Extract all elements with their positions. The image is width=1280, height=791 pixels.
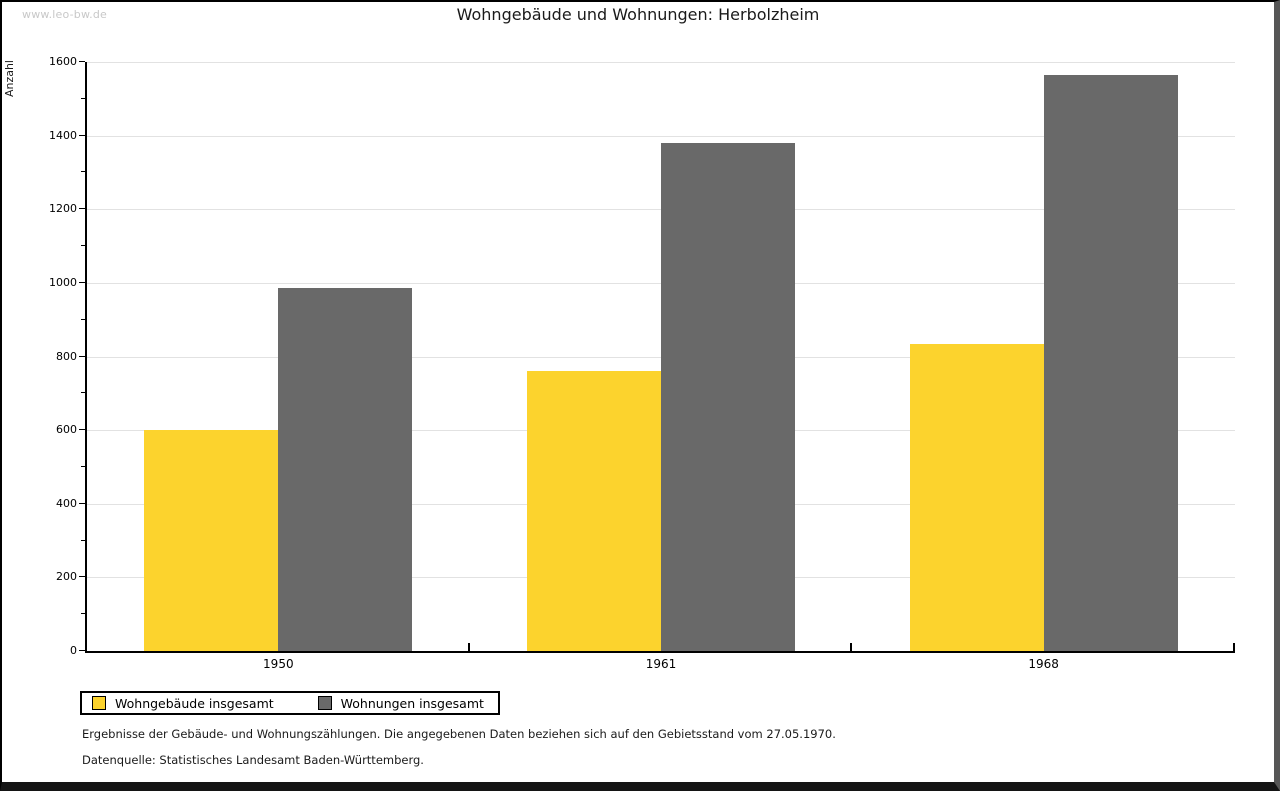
bar-wohnungen-1961 [661, 143, 795, 651]
y-tick-label-0: 0 [70, 644, 77, 657]
y-tick-label-800: 800 [56, 349, 77, 363]
legend-label: Wohnungen insgesamt [340, 695, 484, 711]
plot-area: 0 200 400 600 800 1000 1200 1400 1600 1950 1961 196… [49, 55, 1235, 671]
gridline-1600 [87, 62, 1235, 63]
x-boundary-tick-3 [1233, 643, 1235, 651]
y-major-tick-400 [79, 502, 85, 504]
y-major-tick-800 [79, 355, 85, 357]
legend: Wohngebäude insgesamt Wohnungen insgesamt [80, 691, 500, 715]
y-major-tick-1400 [79, 134, 85, 136]
x-axis-label-1950: 1950 [263, 657, 294, 671]
bar-wohngebaeude-1961 [527, 371, 661, 651]
y-minor-tick-1100 [81, 245, 85, 247]
y-major-tick-1600 [79, 61, 85, 62]
x-axis-label-1968: 1968 [1028, 657, 1059, 671]
y-major-tick-1200 [79, 208, 85, 210]
y-tick-label-1000: 1000 [49, 275, 77, 289]
x-boundary-tick-1 [467, 643, 470, 651]
x-boundary-tick-2 [850, 643, 853, 651]
legend-swatch-icon [317, 696, 332, 710]
y-minor-tick-500 [81, 465, 85, 467]
y-tick-label-1200: 1200 [49, 202, 77, 216]
y-minor-tick-1300 [81, 171, 85, 173]
chart-title: Wohngebäude und Wohnungen: Herbolzheim [456, 5, 820, 24]
y-tick-label-1600: 1600 [49, 55, 77, 68]
bar-wohnungen-1968 [1043, 74, 1178, 651]
bar-wohngebaeude-1968 [909, 343, 1044, 651]
y-major-tick-600 [79, 429, 85, 431]
footnote-data-source: Datenquelle: Statistisches Landesamt Bad… [82, 753, 424, 767]
y-minor-tick-900 [81, 318, 85, 320]
y-major-tick-0 [79, 650, 85, 651]
y-tick-label-200: 200 [56, 570, 77, 584]
bar-wohngebaeude-1950 [144, 430, 279, 651]
y-tick-label-400: 400 [56, 496, 77, 510]
y-tick-label-1400: 1400 [49, 128, 77, 142]
y-major-tick-200 [79, 576, 85, 578]
y-axis-title: Anzahl [3, 60, 16, 98]
y-minor-tick-100 [81, 613, 85, 615]
y-minor-tick-300 [81, 539, 85, 541]
footnote-source-note: Ergebnisse der Gebäude- und Wohnungszähl… [82, 727, 836, 741]
x-axis-label-1961: 1961 [645, 657, 677, 671]
legend-swatch-icon [92, 696, 106, 710]
y-minor-tick-700 [81, 392, 85, 394]
legend-label: Wohngebäude insgesamt [115, 695, 274, 711]
gridline-1400 [87, 135, 1235, 137]
legend-entry-wohnungen: Wohnungen insgesamt [317, 695, 484, 711]
y-minor-tick-1500 [81, 97, 85, 99]
y-tick-label-600: 600 [56, 423, 77, 437]
legend-entry-wohngebaeude: Wohngebäude insgesamt [92, 696, 274, 711]
y-major-tick-1000 [79, 281, 85, 283]
bar-wohnungen-1950 [278, 288, 413, 651]
watermark: www.leo-bw.de [22, 8, 108, 21]
